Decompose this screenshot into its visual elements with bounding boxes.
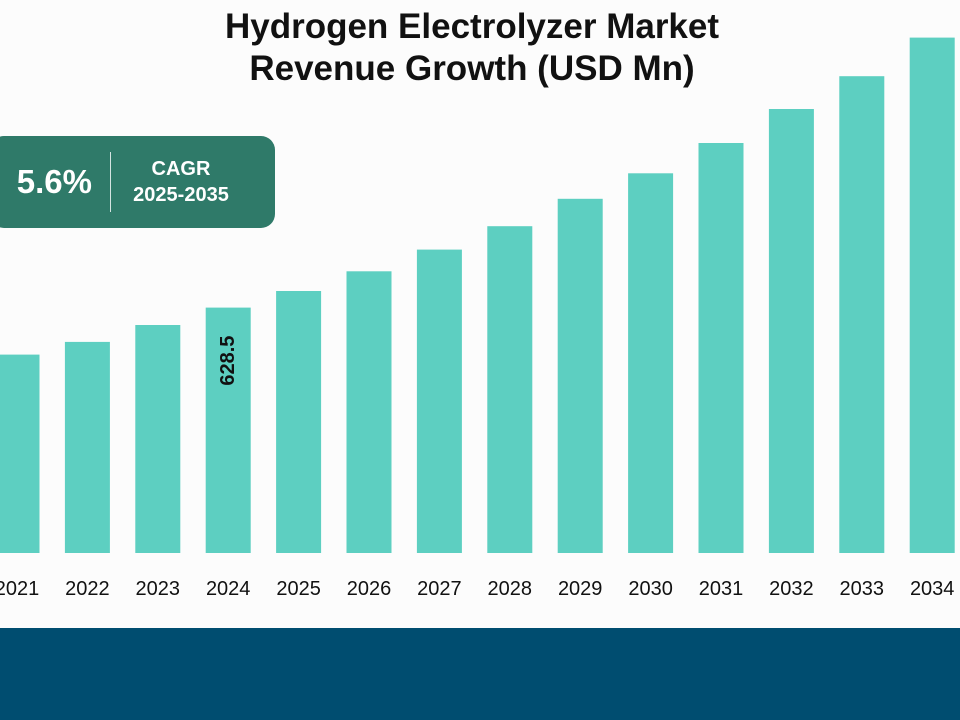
bar-2029 [557,198,603,554]
bar-2034 [909,37,955,554]
cagr-label-period: 2025-2035 [133,184,229,206]
x-tick-label: 2022 [65,578,110,600]
bar-2023 [135,325,181,553]
bar-2032 [768,109,814,553]
bar-2031 [698,143,744,553]
x-tick-label: 2028 [488,578,533,600]
x-tick-label: 2034 [910,578,955,600]
cagr-label-title: CAGR [151,158,211,180]
footer-band [0,628,960,720]
x-tick-label: 2031 [699,578,744,600]
bar-chart: 2021 2022 2023 2024 2025 2026 2027 2028 2029 2030… [0,37,955,600]
cagr-value: 5.6% [16,163,92,200]
x-tick-label: 2029 [558,578,603,600]
cagr-badge: 5.6% CAGR 2025-2035 [0,136,275,228]
chart-title: Hydrogen Electrolyzer Market Revenue Gro… [0,6,944,90]
cagr-divider [110,152,111,212]
chart-title-line-2: Revenue Growth (USD Mn) [249,49,695,88]
bar-2021 [0,354,40,553]
bar-2022 [64,341,110,553]
x-tick-label: 2023 [136,578,181,600]
x-tick-label: 2021 [0,578,39,600]
bar-2026 [346,271,392,553]
bar-2033 [839,76,885,553]
bar-2027 [416,249,462,553]
chart-title-line-1: Hydrogen Electrolyzer Market [224,7,720,46]
bar-2030 [628,173,674,554]
cagr-label: CAGR 2025-2035 [116,156,246,208]
x-tick-label: 2030 [628,578,673,600]
x-tick-label: 2025 [276,578,321,600]
x-tick-label: 2027 [417,578,462,600]
bar-2025 [276,291,322,553]
x-tick-label: 2033 [840,578,885,600]
x-tick-label: 2032 [769,578,814,600]
bar-2024 [205,307,251,553]
bar-2028 [487,226,533,553]
x-tick-label: 2026 [347,578,392,600]
data-label-2024: 628.5 [217,336,239,386]
x-tick-label: 2024 [206,578,251,600]
